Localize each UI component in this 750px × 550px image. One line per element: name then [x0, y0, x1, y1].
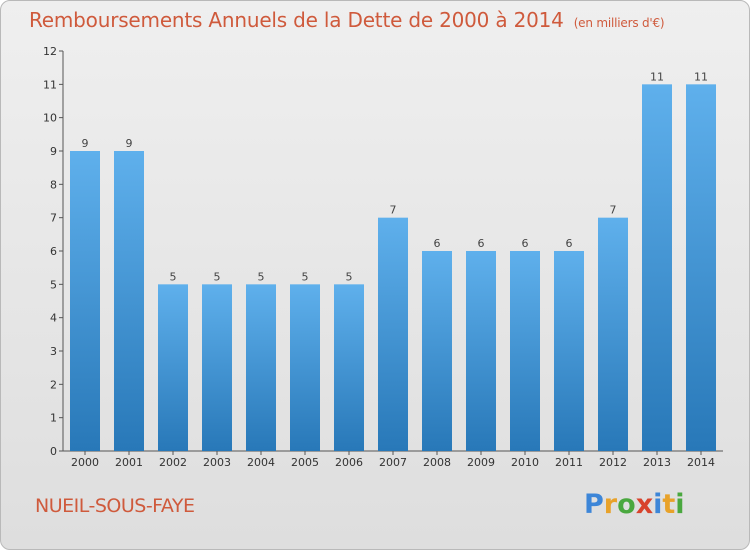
- bar: [510, 251, 540, 451]
- bar: [70, 151, 100, 451]
- bar: [334, 284, 364, 451]
- bar-value-label: 5: [302, 270, 309, 283]
- x-tick-label: 2012: [599, 456, 627, 469]
- x-tick-label: 2003: [203, 456, 231, 469]
- bar: [642, 84, 672, 451]
- value-labels: 9 9 5 5 5 5 5 7 6 6 6 6 7 11 11: [82, 70, 709, 283]
- bar: [598, 217, 628, 451]
- y-tick-label: 12: [43, 45, 57, 58]
- y-tick-label: 0: [50, 445, 57, 458]
- x-tick-label: 2001: [115, 456, 143, 469]
- bar-value-label: 7: [610, 204, 617, 217]
- bar-value-label: 5: [214, 270, 221, 283]
- y-tick-label: 4: [50, 312, 57, 325]
- logo-letter: i: [653, 489, 663, 520]
- x-tick-label: 2010: [511, 456, 539, 469]
- logo-letter: i: [675, 489, 685, 520]
- x-tick-label: 2005: [291, 456, 319, 469]
- bar: [422, 251, 452, 451]
- bar: [246, 284, 276, 451]
- bar-value-label: 11: [694, 70, 708, 83]
- y-tick-label: 10: [43, 112, 57, 125]
- x-tick-label: 2009: [467, 456, 495, 469]
- logo-letter: t: [662, 489, 676, 520]
- bar-value-label: 9: [82, 137, 89, 150]
- proxiti-logo: Proxiti: [584, 489, 685, 520]
- bar-value-label: 9: [126, 137, 133, 150]
- bar: [554, 251, 584, 451]
- y-tick-label: 8: [50, 178, 57, 191]
- bar-value-label: 7: [390, 204, 397, 217]
- bar: [158, 284, 188, 451]
- y-tick-label: 2: [50, 378, 57, 391]
- bar-value-label: 6: [522, 237, 529, 250]
- chart-title-text: Remboursements Annuels de la Dette de 20…: [29, 8, 564, 32]
- logo-letter: r: [603, 489, 618, 520]
- bar: [466, 251, 496, 451]
- bar-value-label: 6: [478, 237, 485, 250]
- logo-letter: P: [584, 489, 604, 520]
- x-tick-label: 2007: [379, 456, 407, 469]
- logo-letter: o: [617, 489, 636, 520]
- x-tick-label: 2004: [247, 456, 275, 469]
- bar-value-label: 5: [258, 270, 265, 283]
- x-tick-label: 2006: [335, 456, 363, 469]
- bar-value-label: 11: [650, 70, 664, 83]
- bar: [290, 284, 320, 451]
- bar: [378, 217, 408, 451]
- x-tick-label: 2002: [159, 456, 187, 469]
- commune-name: NUEIL-SOUS-FAYE: [35, 495, 195, 517]
- y-tick-label: 6: [50, 245, 57, 258]
- bar-value-label: 5: [170, 270, 177, 283]
- x-tick-label: 2014: [687, 456, 715, 469]
- y-tick-label: 11: [43, 78, 57, 91]
- bars: [70, 84, 716, 451]
- y-tick-label: 7: [50, 212, 57, 225]
- y-tick-label: 1: [50, 412, 57, 425]
- logo-letter: x: [635, 489, 654, 520]
- bar-value-label: 6: [434, 237, 441, 250]
- x-tick-label: 2008: [423, 456, 451, 469]
- bar: [686, 84, 716, 451]
- y-tick-label: 9: [50, 145, 57, 158]
- x-tick-label: 2000: [71, 456, 99, 469]
- chart-title-unit: (en milliers d'€): [573, 16, 665, 30]
- bar-value-label: 5: [346, 270, 353, 283]
- bar-value-label: 6: [566, 237, 573, 250]
- x-tick-label: 2013: [643, 456, 671, 469]
- y-tick-label: 5: [50, 278, 57, 291]
- bar: [202, 284, 232, 451]
- bar: [114, 151, 144, 451]
- x-tick-label: 2011: [555, 456, 583, 469]
- chart-title: Remboursements Annuels de la Dette de 20…: [29, 8, 665, 32]
- y-tick-label: 3: [50, 345, 57, 358]
